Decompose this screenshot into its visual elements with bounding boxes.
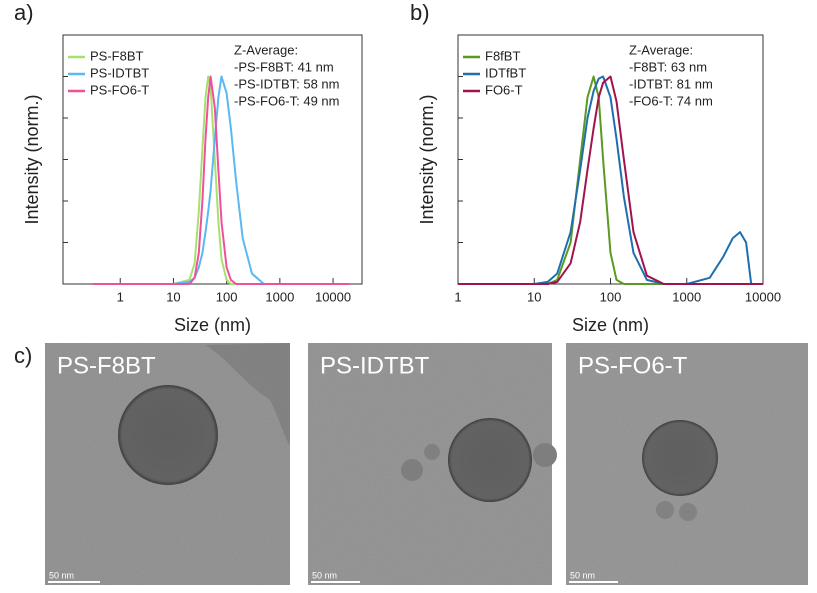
tem-image	[45, 343, 290, 585]
x-tick-label: 10000	[315, 289, 351, 304]
x-tick-label: 10	[166, 289, 180, 304]
legend-label: IDTfBT	[485, 65, 526, 80]
annotation: -PS-IDTBT: 58 nm	[234, 76, 339, 91]
x-tick-label: 100	[216, 289, 238, 304]
panel-label: a)	[14, 0, 34, 25]
panel-label: b)	[410, 0, 430, 25]
legend-label: PS-FO6-T	[90, 82, 149, 97]
x-tick-label: 10000	[745, 289, 781, 304]
x-tick-label: 1000	[672, 289, 701, 304]
scale-bar-label: 50 nm	[570, 570, 595, 580]
tem-image	[566, 343, 808, 585]
annotation: Z-Average:	[629, 42, 693, 57]
x-tick-label: 1	[454, 289, 461, 304]
data-line	[458, 75, 763, 285]
image-label: PS-IDTBT	[320, 352, 430, 379]
data-line	[458, 75, 763, 285]
image-label: PS-F8BT	[57, 352, 156, 379]
annotation: -F8BT: 63 nm	[629, 59, 707, 74]
annotation: Z-Average:	[234, 42, 298, 57]
x-axis-title: Size (nm)	[174, 315, 251, 335]
legend-label: F8fBT	[485, 48, 520, 63]
annotation: -IDTBT: 81 nm	[629, 76, 713, 91]
data-line	[92, 75, 350, 285]
scale-bar-label: 50 nm	[312, 570, 337, 580]
x-tick-label: 10	[527, 289, 541, 304]
scale-bar-label: 50 nm	[49, 570, 74, 580]
legend-label: PS-F8BT	[90, 48, 144, 63]
y-axis-title: Intensity (norm.)	[417, 94, 437, 224]
legend-label: PS-IDTBT	[90, 65, 149, 80]
annotation: -FO6-T: 74 nm	[629, 93, 713, 108]
image-label: PS-FO6-T	[578, 352, 688, 379]
annotation: -PS-F8BT: 41 nm	[234, 59, 334, 74]
legend-label: FO6-T	[485, 82, 523, 97]
x-axis-title: Size (nm)	[572, 315, 649, 335]
x-tick-label: 1	[117, 289, 124, 304]
x-tick-label: 100	[600, 289, 622, 304]
annotation: -PS-FO6-T: 49 nm	[234, 93, 339, 108]
data-line	[458, 75, 763, 285]
panel-label: c)	[14, 343, 32, 368]
y-axis-title: Intensity (norm.)	[22, 94, 42, 224]
tem-image	[308, 343, 557, 585]
x-tick-label: 1000	[265, 289, 294, 304]
